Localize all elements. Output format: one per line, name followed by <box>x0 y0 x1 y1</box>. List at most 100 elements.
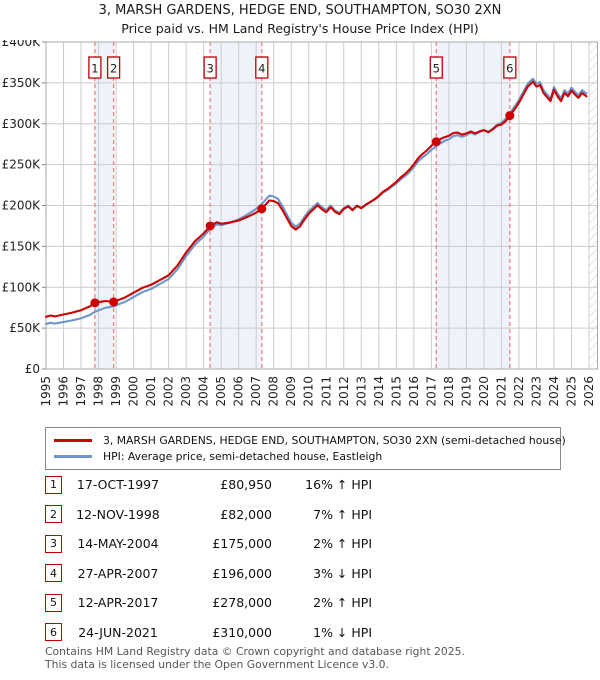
x-axis-label: 2025 <box>564 376 578 407</box>
x-axis-label: 2024 <box>547 376 561 407</box>
sale-number-badge-label: 5 <box>433 62 440 76</box>
x-axis-label: 2015 <box>389 376 403 407</box>
sale-marker-dot <box>109 297 119 307</box>
sale-row-number-badge: 5 <box>45 593 62 612</box>
x-axis-label: 2011 <box>319 376 333 407</box>
x-axis-label: 2004 <box>197 376 211 407</box>
y-axis-label: £400K <box>2 40 42 49</box>
sale-row-number-badge: 4 <box>45 564 62 583</box>
sale-marker-dot <box>431 137 441 147</box>
x-axis-label: 2003 <box>179 376 193 407</box>
chart-legend: 3, MARSH GARDENS, HEDGE END, SOUTHAMPTON… <box>45 427 566 470</box>
sale-price: £196,000 <box>212 565 272 581</box>
x-axis-label: 2013 <box>354 376 368 407</box>
sale-number-badge <box>429 56 443 79</box>
sale-price: £82,000 <box>220 506 272 522</box>
sale-table-row: 4 27-APR-2007 £196,000 3% ↓ HPI <box>45 559 385 589</box>
sale-number-badge-label: 3 <box>206 62 213 76</box>
y-axis-label: £250K <box>2 158 42 172</box>
sale-row-number-badge: 6 <box>45 623 62 642</box>
x-axis-label: 2021 <box>494 376 508 407</box>
sales-table: 1 17-OCT-1997 £80,950 16% ↑ HPI 2 12-NOV-1998… <box>45 470 385 647</box>
license-line2: This data is licensed under the Open Gov… <box>45 657 389 671</box>
license-note: Contains HM Land Registry data © Crown c… <box>45 645 465 672</box>
legend-line-hpi-swatch <box>54 454 92 458</box>
x-axis-label: 2001 <box>144 376 158 407</box>
x-axis-label: 1995 <box>39 376 53 407</box>
x-axis-label: 2007 <box>249 376 263 407</box>
y-axis-label: £50K <box>9 321 41 335</box>
x-axis-label: 2008 <box>267 376 281 407</box>
y-axis-label: £0 <box>25 362 40 376</box>
x-axis-label: 2006 <box>232 376 246 407</box>
sale-marker-dot <box>90 298 100 308</box>
x-axis-label: 1996 <box>57 376 71 407</box>
sale-table-row: 2 12-NOV-1998 £82,000 7% ↑ HPI <box>45 500 385 530</box>
sale-number-badge-label: 6 <box>506 62 513 76</box>
sale-number-badge-label: 1 <box>91 62 98 76</box>
sale-date: 27-APR-2007 <box>77 565 159 581</box>
plot-border <box>45 41 598 370</box>
sale-number-badge <box>203 56 217 79</box>
sale-date: 12-NOV-1998 <box>76 506 160 522</box>
y-axis-label: £350K <box>2 76 42 90</box>
sale-date: 12-APR-2017 <box>77 595 159 611</box>
sale-price: £310,000 <box>212 624 272 640</box>
y-axis-label: £200K <box>2 199 42 213</box>
x-axis-label: 1999 <box>109 376 123 407</box>
legend-label-hpi: HPI: Average price, semi-detached house,… <box>103 449 383 463</box>
x-axis-label: 2009 <box>284 376 298 407</box>
property-price-line <box>44 80 588 318</box>
x-axis-label: 2005 <box>214 376 228 407</box>
sale-hpi-relative: 1% ↓ HPI <box>313 624 372 640</box>
x-axis-label: 2018 <box>442 376 456 407</box>
sale-number-badge <box>255 56 269 79</box>
x-axis-label: 1998 <box>92 376 106 407</box>
sale-table-row: 1 17-OCT-1997 £80,950 16% ↑ HPI <box>45 470 385 500</box>
sale-hpi-relative: 16% ↑ HPI <box>305 477 372 493</box>
x-axis-label: 2019 <box>459 376 473 407</box>
sale-price: £278,000 <box>212 595 272 611</box>
x-axis-label: 1997 <box>74 376 88 407</box>
sale-number-badge <box>88 56 102 79</box>
x-axis-label: 2022 <box>512 376 526 407</box>
y-axis-label: £100K <box>2 280 42 294</box>
sale-hpi-relative: 7% ↑ HPI <box>313 506 372 522</box>
sale-hpi-relative: 2% ↑ HPI <box>313 536 372 552</box>
x-axis-label: 2012 <box>337 376 351 407</box>
sale-number-badge-label: 4 <box>258 62 265 76</box>
sale-row-number-badge: 1 <box>45 475 62 494</box>
license-line1: Contains HM Land Registry data © Crown c… <box>45 645 465 658</box>
sale-row-number-badge: 3 <box>45 534 62 553</box>
sale-date: 17-OCT-1997 <box>76 477 160 493</box>
sale-marker-dot <box>205 221 215 231</box>
page-title: 3, MARSH GARDENS, HEDGE END, SOUTHAMPTON… <box>98 3 502 18</box>
x-axis-label: 2010 <box>302 376 316 407</box>
sale-marker-dot <box>505 111 515 121</box>
sale-number-badge-label: 2 <box>110 62 117 76</box>
sale-date: 14-MAY-2004 <box>77 536 159 552</box>
sale-table-row: 3 14-MAY-2004 £175,000 2% ↑ HPI <box>45 529 385 559</box>
x-axis-label: 2026 <box>582 376 596 407</box>
sale-date: 24-JUN-2021 <box>78 624 158 640</box>
page-subtitle: Price paid vs. HM Land Registry's House … <box>121 21 479 36</box>
x-axis-label: 2016 <box>407 376 421 407</box>
x-axis-label: 2014 <box>372 376 386 407</box>
x-axis-label: 2002 <box>162 376 176 407</box>
legend-row-hpi: HPI: Average price, semi-detached house,… <box>46 448 560 464</box>
price-history-chart: £0 £50K £100K £150K £200K £250K £300K £350K £400… <box>2 40 598 407</box>
sale-marker-dot <box>257 204 267 214</box>
y-axis-label: £150K <box>2 239 42 253</box>
sale-price: £175,000 <box>212 536 272 552</box>
legend-label-property: 3, MARSH GARDENS, HEDGE END, SOUTHAMPTON… <box>103 433 566 447</box>
sale-hpi-relative: 2% ↑ HPI <box>313 595 372 611</box>
x-axis-label: 2000 <box>127 376 141 407</box>
sale-table-row: 6 24-JUN-2021 £310,000 1% ↓ HPI <box>45 618 385 648</box>
x-axis-label: 2023 <box>529 376 543 407</box>
sale-hpi-relative: 3% ↓ HPI <box>313 565 372 581</box>
legend-line-property-swatch <box>54 438 92 442</box>
legend-row-property: 3, MARSH GARDENS, HEDGE END, SOUTHAMPTON… <box>46 432 566 448</box>
sale-price: £80,950 <box>220 477 272 493</box>
sale-table-row: 5 12-APR-2017 £278,000 2% ↑ HPI <box>45 588 385 618</box>
